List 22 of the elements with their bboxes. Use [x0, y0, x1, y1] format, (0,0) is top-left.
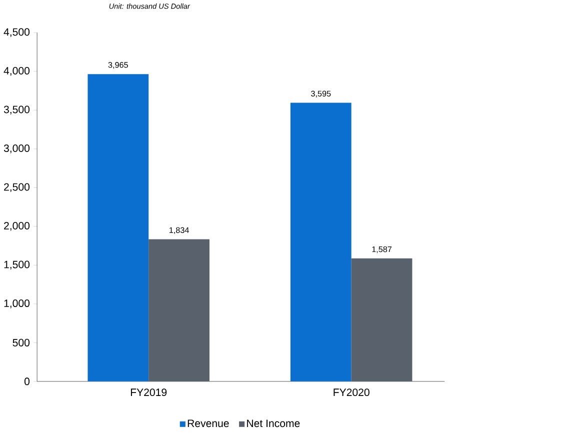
x-tick-label: FY2020 — [334, 388, 370, 396]
data-label: 3,965 — [108, 62, 128, 69]
y-tick-label: 500 — [12, 338, 30, 346]
legend-label: Net Income — [247, 420, 300, 427]
y-tick-label: 1,500 — [4, 260, 30, 270]
bar — [290, 102, 352, 382]
bar — [88, 74, 149, 382]
legend-label: Revenue — [188, 420, 229, 427]
y-tick-label: 2,000 — [4, 222, 30, 231]
data-label: 3,595 — [311, 90, 331, 98]
y-tick-label: 2,500 — [4, 183, 30, 192]
data-label: 1,587 — [372, 246, 392, 253]
y-tick-label: 1,000 — [4, 299, 30, 308]
y-tick-label: 3,000 — [4, 144, 30, 154]
y-tick-label: 4,500 — [4, 28, 30, 37]
bar — [148, 239, 210, 382]
bar — [351, 258, 412, 382]
data-label: 1,834 — [170, 227, 189, 234]
y-tick-label: 3,500 — [4, 106, 30, 114]
y-tick-label: 4,000 — [4, 66, 30, 76]
y-tick-label: 0 — [24, 378, 30, 386]
x-tick-label: FY2019 — [130, 388, 167, 396]
